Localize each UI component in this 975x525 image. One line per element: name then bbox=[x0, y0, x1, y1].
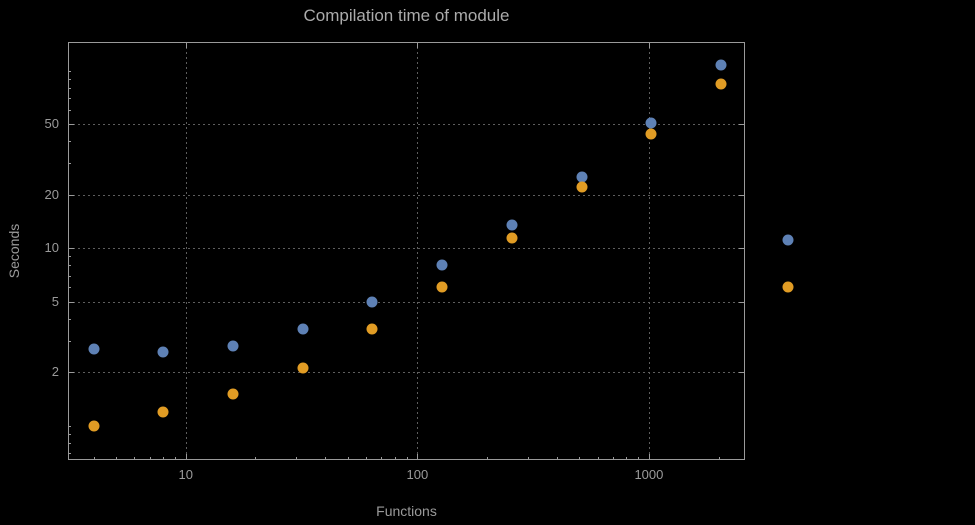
data-point-orange-series-x64 bbox=[366, 323, 378, 335]
gridline-y-50 bbox=[68, 124, 745, 126]
data-point-orange-series-x128 bbox=[436, 281, 448, 293]
x-minor-tick bbox=[134, 457, 136, 460]
y-minor-tick bbox=[68, 163, 71, 165]
data-point-blue-series-x4 bbox=[88, 343, 100, 355]
data-point-blue-series-x256 bbox=[506, 219, 518, 231]
data-point-orange-series-x32 bbox=[297, 362, 309, 374]
y-tick-right-10 bbox=[739, 248, 745, 250]
y-tick-label-20: 20 bbox=[44, 186, 59, 202]
x-minor-tick bbox=[718, 457, 720, 460]
blue-legend-marker bbox=[782, 234, 794, 246]
x-tick-top-10 bbox=[185, 42, 187, 48]
y-minor-tick bbox=[68, 287, 71, 289]
y-tick-right-2 bbox=[739, 372, 745, 374]
x-minor-tick bbox=[365, 457, 367, 460]
x-minor-tick bbox=[626, 457, 628, 460]
y-minor-tick bbox=[68, 110, 71, 111]
data-point-orange-series-x1024 bbox=[645, 128, 657, 140]
y-minor-tick bbox=[68, 433, 71, 435]
data-point-blue-series-x8 bbox=[157, 346, 169, 358]
y-tick-2 bbox=[68, 372, 74, 374]
x-tick-top-100 bbox=[417, 42, 419, 48]
x-tick-label-100: 100 bbox=[406, 467, 429, 482]
x-minor-tick bbox=[116, 457, 118, 460]
y-minor-tick bbox=[68, 453, 71, 455]
chart-title: Compilation time of module bbox=[303, 6, 510, 25]
y-tick-20 bbox=[68, 194, 74, 196]
x-axis-label: Functions bbox=[376, 503, 437, 519]
y-tick-label-50: 50 bbox=[44, 116, 59, 132]
data-point-orange-series-x512 bbox=[576, 181, 588, 193]
orange-legend-marker bbox=[782, 281, 794, 293]
x-minor-tick bbox=[93, 457, 95, 460]
y-minor-tick bbox=[68, 98, 71, 100]
y-tick-label-10: 10 bbox=[44, 240, 59, 256]
gridline-x-1000 bbox=[648, 42, 650, 460]
data-point-blue-series-x2048 bbox=[715, 59, 727, 71]
data-point-blue-series-x16 bbox=[227, 340, 239, 352]
x-minor-tick bbox=[579, 457, 581, 460]
x-tick-100 bbox=[417, 454, 419, 460]
x-minor-tick bbox=[255, 457, 257, 460]
x-minor-tick bbox=[638, 457, 640, 460]
x-minor-tick bbox=[394, 457, 396, 460]
y-minor-tick bbox=[68, 256, 71, 258]
y-minor-tick bbox=[68, 340, 71, 342]
x-minor-tick bbox=[527, 457, 529, 460]
y-minor-tick bbox=[68, 442, 71, 444]
y-minor-tick bbox=[68, 141, 71, 143]
x-tick-label-10: 10 bbox=[178, 467, 194, 482]
gridline-y-5 bbox=[68, 301, 745, 303]
y-minor-tick bbox=[68, 275, 71, 277]
data-point-blue-series-x1024 bbox=[645, 117, 657, 129]
x-minor-tick bbox=[406, 457, 408, 460]
y-tick-10 bbox=[68, 248, 74, 250]
data-point-blue-series-x32 bbox=[297, 323, 309, 335]
data-point-orange-series-x16 bbox=[227, 388, 239, 400]
y-tick-label-2: 2 bbox=[51, 364, 59, 380]
y-minor-tick bbox=[68, 87, 71, 89]
data-point-blue-series-x64 bbox=[366, 296, 378, 308]
x-tick-top-1000 bbox=[648, 42, 650, 48]
x-minor-tick bbox=[325, 457, 327, 460]
gridline-y-2 bbox=[68, 372, 745, 374]
data-point-orange-series-x2048 bbox=[715, 78, 727, 90]
y-minor-tick bbox=[68, 425, 71, 427]
y-minor-tick bbox=[68, 70, 71, 72]
x-minor-tick bbox=[149, 457, 151, 460]
y-minor-tick bbox=[68, 265, 71, 267]
y-tick-50 bbox=[68, 124, 74, 126]
data-point-orange-series-x4 bbox=[88, 420, 100, 432]
y-tick-right-5 bbox=[739, 301, 745, 303]
x-minor-tick bbox=[597, 457, 599, 460]
data-point-orange-series-x8 bbox=[157, 406, 169, 418]
y-tick-5 bbox=[68, 301, 74, 303]
x-minor-tick bbox=[487, 457, 489, 460]
y-minor-tick bbox=[68, 318, 71, 320]
x-tick-label-1000: 1000 bbox=[634, 467, 664, 482]
x-minor-tick bbox=[347, 457, 349, 460]
x-minor-tick bbox=[381, 457, 383, 460]
x-minor-tick bbox=[613, 457, 615, 460]
data-point-orange-series-x256 bbox=[506, 232, 518, 244]
gridline-x-10 bbox=[185, 42, 187, 460]
gridline-x-100 bbox=[417, 42, 419, 460]
x-minor-tick bbox=[163, 457, 165, 460]
gridline-y-20 bbox=[68, 194, 745, 196]
y-minor-tick bbox=[68, 78, 71, 80]
x-tick-1000 bbox=[648, 454, 650, 460]
y-tick-right-20 bbox=[739, 194, 745, 196]
y-tick-label-5: 5 bbox=[51, 293, 59, 309]
data-point-blue-series-x128 bbox=[436, 259, 448, 271]
x-tick-10 bbox=[185, 454, 187, 460]
gridline-y-10 bbox=[68, 248, 745, 250]
y-tick-right-50 bbox=[739, 124, 745, 126]
x-minor-tick bbox=[296, 457, 298, 460]
data-point-blue-series-x512 bbox=[576, 171, 588, 183]
plot-area bbox=[68, 42, 745, 460]
x-minor-tick bbox=[556, 457, 558, 460]
x-minor-tick bbox=[175, 457, 177, 460]
